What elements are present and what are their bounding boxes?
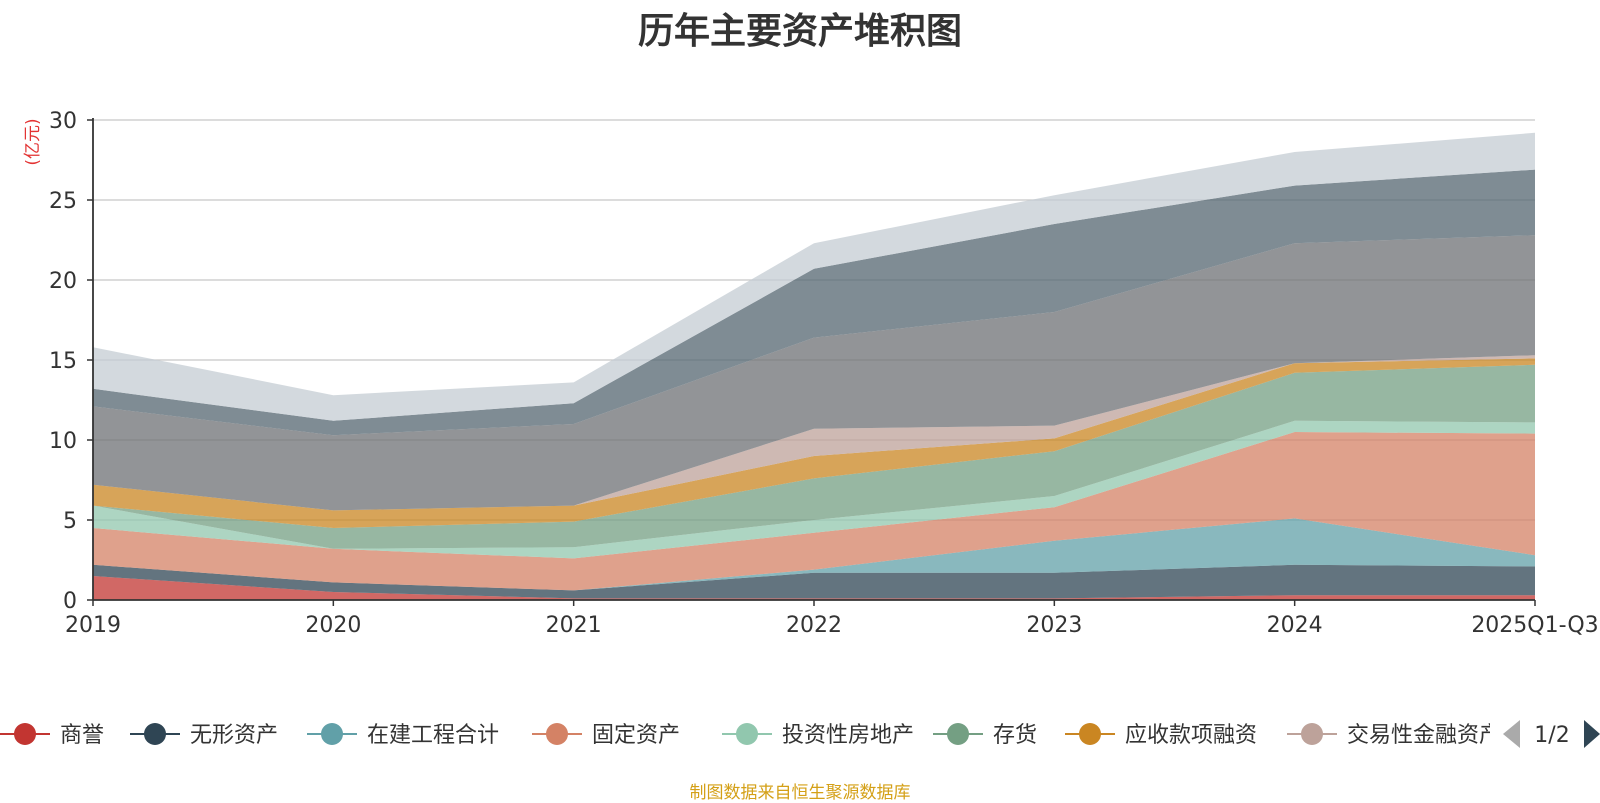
- area-series-layer: [93, 132, 1535, 600]
- area-series-1: [93, 576, 1535, 600]
- legend-label: 固定资产: [592, 723, 680, 748]
- area-series-2: [93, 564, 1535, 599]
- legend-label: 存货: [993, 723, 1037, 748]
- y-axis-label: (亿元): [23, 118, 43, 165]
- area-series-4: [93, 432, 1535, 591]
- legend-page-indicator: 1/2: [1534, 723, 1569, 748]
- area-series-6: [93, 364, 1535, 549]
- legend-marker: [1301, 723, 1323, 745]
- y-tick-label: 5: [63, 509, 77, 534]
- chart-title: 历年主要资产堆积图: [637, 11, 962, 52]
- legend-marker: [144, 723, 166, 745]
- area-series-8: [93, 355, 1535, 511]
- legend-marker: [14, 723, 36, 745]
- y-tick-label: 30: [49, 109, 77, 134]
- axes: 0 5 10 15 20 25 30 2019 2020 2021 2022 2023 2024 2025…: [49, 109, 1599, 638]
- area-series-7: [93, 358, 1535, 528]
- y-tick-label: 15: [49, 349, 77, 374]
- area-series-9: [93, 235, 1535, 511]
- legend-next-icon[interactable]: [1584, 720, 1600, 748]
- y-tick-label: 10: [49, 429, 77, 454]
- x-tick-label: 2021: [546, 613, 602, 638]
- source-note: 制图数据来自恒生聚源数据库: [689, 783, 911, 803]
- x-tick-label: 2020: [305, 613, 361, 638]
- legend-prev-icon[interactable]: [1503, 720, 1520, 748]
- legend-marker: [321, 723, 343, 745]
- legend-label: 投资性房地产: [782, 723, 914, 748]
- legend-label: 商誉: [60, 723, 104, 748]
- y-tick-label: 25: [49, 189, 77, 214]
- legend-label: 应收款项融资: [1125, 723, 1257, 748]
- legend-marker: [546, 723, 568, 745]
- x-tick-label: 2022: [786, 613, 842, 638]
- legend-label: 无形资产: [190, 723, 278, 748]
- x-tick-label: 2019: [65, 613, 121, 638]
- area-series-11: [93, 132, 1535, 421]
- y-tick-label: 20: [49, 269, 77, 294]
- legend-label: 交易性金融资产: [1347, 723, 1501, 748]
- area-series-3: [93, 518, 1535, 591]
- y-tick-label: 0: [63, 589, 77, 614]
- area-series-5: [93, 420, 1535, 559]
- legend-marker: [947, 723, 969, 745]
- legend-marker: [1079, 723, 1101, 745]
- legend-marker: [736, 723, 758, 745]
- legend: 商誉 无形资产 在建工程合计 固定资产 投资性房地产 存货 应收款项融资 交易性金融资产 1/2: [0, 714, 1600, 754]
- x-tick-label: 2024: [1267, 613, 1323, 638]
- area-series-10: [93, 169, 1535, 436]
- x-tick-label: 2025Q1-Q3: [1471, 613, 1598, 638]
- x-tick-label: 2023: [1026, 613, 1082, 638]
- legend-label: 在建工程合计: [367, 723, 499, 748]
